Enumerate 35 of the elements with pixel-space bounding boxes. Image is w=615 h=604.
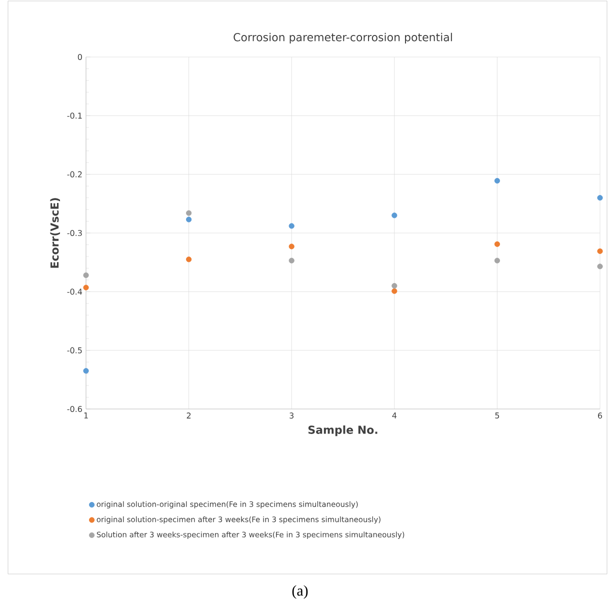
point [186,256,192,262]
point [288,244,294,250]
y-tick-label: -0.3 [67,230,82,236]
y-tick-label: -0.4 [67,288,82,295]
point [392,212,398,218]
x-tick-label: 2 [186,412,191,418]
point [83,284,89,290]
x-tick-label: 3 [290,412,294,419]
text: (a) [292,585,308,599]
point [494,258,500,264]
y-axis-title: Ecorr(VscE) [50,198,60,268]
x-tick-label: 1 [84,412,88,418]
point [392,288,398,294]
x-tick-label: 4 [392,412,396,418]
chart-title: Corrosion paremeter-corrosion potential [234,32,452,44]
point [494,241,500,247]
point [597,194,603,201]
y-tick-label: -0.5 [67,347,82,354]
point [288,258,294,264]
x-tick-label: 6 [598,412,602,419]
point [392,282,398,289]
y-tick-label: -0.6 [67,406,82,412]
point [494,178,500,184]
point [597,248,603,254]
point [186,210,192,216]
y-tick-label: 0 [78,54,82,60]
point [288,223,294,229]
y-tick-label: -0.1 [67,112,82,119]
x-tick-label: 5 [495,412,500,418]
point [186,216,192,222]
point [83,368,89,374]
y-tick-label: -0.2 [67,171,82,178]
x-axis-title: Sample No. [308,425,378,436]
point [83,272,89,278]
point [597,264,603,270]
